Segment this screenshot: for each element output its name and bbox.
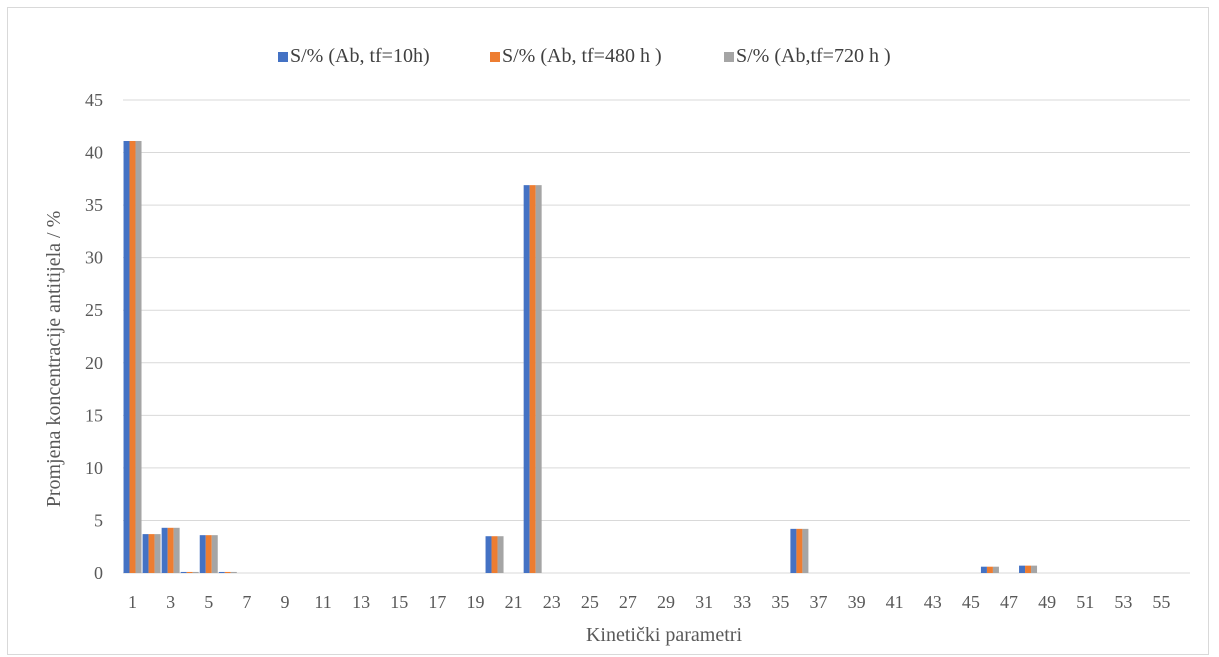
x-tick-label: 19 [466, 592, 484, 612]
legend: S/% (Ab, tf=10h) S/% (Ab, tf=480 h ) S/% (… [278, 45, 891, 67]
x-tick-label: 29 [657, 592, 675, 612]
y-tick-label: 30 [85, 248, 103, 268]
bar [161, 527, 168, 573]
x-tick-label: 33 [733, 592, 751, 612]
x-tick-label: 15 [390, 592, 408, 612]
bar [523, 185, 530, 573]
x-axis-title: Kinetički parametri [586, 624, 742, 646]
legend-swatch [724, 52, 734, 62]
x-tick-label: 11 [314, 592, 331, 612]
x-tick-label: 21 [505, 592, 523, 612]
x-axis-ticks: 1 3 5 7 9 11 13 15 17 19 21 23 25 27 29 31 33 35 37 39 41 43 4… [128, 592, 1170, 612]
bar [992, 566, 999, 573]
legend-swatch [278, 52, 288, 62]
x-tick-label: 37 [809, 592, 827, 612]
x-tick-label: 51 [1076, 592, 1094, 612]
x-tick-label: 7 [242, 592, 251, 612]
y-tick-label: 10 [85, 458, 103, 478]
legend-label: S/% (Ab, tf=10h) [290, 45, 430, 67]
x-tick-label: 43 [924, 592, 942, 612]
bar [802, 528, 809, 573]
bar [173, 527, 180, 573]
x-tick-label: 17 [428, 592, 446, 612]
bar [497, 536, 504, 573]
x-tick-label: 5 [204, 592, 213, 612]
gridlines [123, 99, 1190, 574]
bar [205, 535, 212, 573]
legend-label: S/% (Ab,tf=720 h ) [736, 45, 891, 67]
y-tick-label: 25 [85, 300, 103, 320]
y-axis-title: Promjena koncentracije antitijela / % [43, 211, 65, 508]
x-tick-label: 31 [695, 592, 713, 612]
bar [790, 528, 797, 573]
legend-swatch [490, 52, 500, 62]
legend-label: S/% (Ab, tf=480 h ) [502, 45, 662, 67]
x-tick-label: 35 [771, 592, 789, 612]
bar [986, 566, 993, 573]
bar [167, 527, 174, 573]
bar [529, 185, 536, 573]
y-tick-label: 40 [85, 143, 103, 163]
x-tick-label: 49 [1038, 592, 1056, 612]
bar [1031, 565, 1038, 573]
x-tick-label: 55 [1152, 592, 1170, 612]
y-tick-label: 15 [85, 405, 103, 425]
bar [142, 534, 149, 573]
x-tick-label: 39 [848, 592, 866, 612]
bar [148, 534, 155, 573]
bar [491, 536, 498, 573]
bar [192, 571, 199, 573]
bar [980, 566, 987, 573]
bar [154, 534, 161, 573]
bar [796, 528, 803, 573]
x-tick-label: 13 [352, 592, 370, 612]
bar [123, 140, 130, 573]
x-tick-label: 1 [128, 592, 137, 612]
bar [129, 140, 136, 573]
bar [180, 571, 187, 573]
x-tick-label: 53 [1114, 592, 1132, 612]
x-tick-label: 47 [1000, 592, 1018, 612]
y-tick-label: 45 [85, 90, 103, 110]
x-tick-label: 9 [280, 592, 289, 612]
y-tick-label: 5 [94, 510, 103, 530]
bar [485, 536, 492, 573]
bar [230, 571, 237, 573]
bar [1019, 565, 1026, 573]
y-axis-ticks: 0 5 10 15 20 25 30 35 40 45 [85, 90, 103, 583]
x-tick-label: 23 [543, 592, 561, 612]
bar [186, 571, 193, 573]
bar [218, 571, 225, 573]
bar [224, 571, 231, 573]
y-tick-label: 20 [85, 353, 103, 373]
x-tick-label: 27 [619, 592, 637, 612]
bar [199, 535, 206, 573]
y-tick-label: 0 [94, 563, 103, 583]
bar [211, 535, 218, 573]
bar [535, 185, 542, 573]
bar [1025, 565, 1032, 573]
x-tick-label: 45 [962, 592, 980, 612]
bar [135, 140, 142, 573]
x-tick-label: 25 [581, 592, 599, 612]
bars [123, 140, 1038, 573]
x-tick-label: 3 [166, 592, 175, 612]
y-tick-label: 35 [85, 195, 103, 215]
x-tick-label: 41 [886, 592, 904, 612]
